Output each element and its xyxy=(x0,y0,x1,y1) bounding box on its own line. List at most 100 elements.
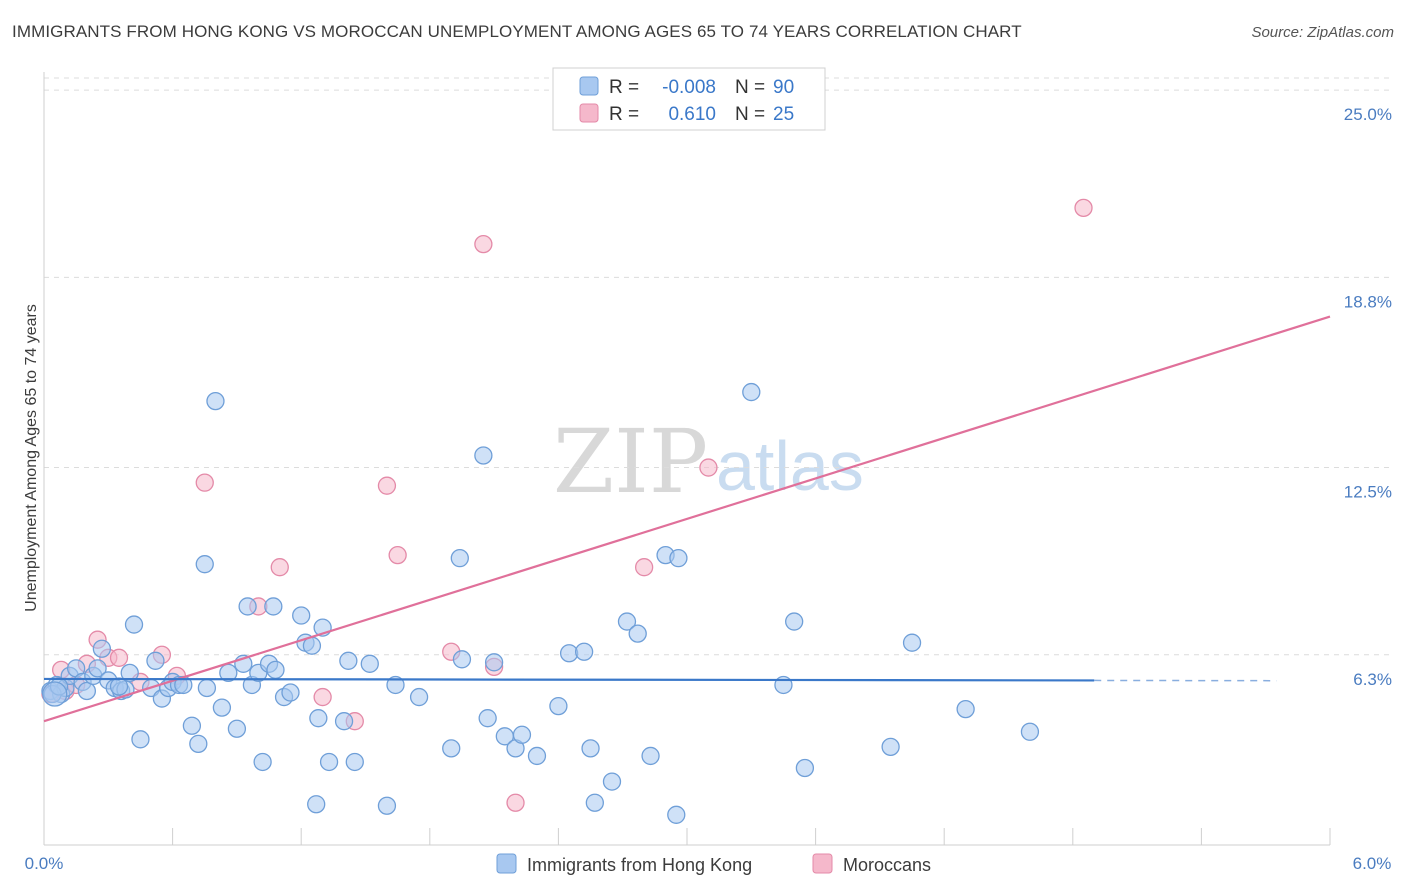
legend-n-label-pink: N = xyxy=(735,104,765,125)
y-tick-label: 18.8% xyxy=(1344,292,1392,311)
hong-kong-point xyxy=(360,654,379,673)
hong-kong-point xyxy=(628,624,647,643)
moroccans-point xyxy=(634,558,654,577)
hong-kong-point xyxy=(474,446,493,465)
moroccans-point xyxy=(388,545,407,565)
hong-kong-point xyxy=(602,772,622,791)
hong-kong-point xyxy=(409,687,429,707)
hong-kong-point xyxy=(319,752,339,772)
hong-kong-point xyxy=(442,739,461,758)
y-tick-label: 6.3% xyxy=(1353,670,1392,689)
hong-kong-point xyxy=(124,615,144,634)
hong-kong-point xyxy=(281,683,300,702)
moroccans-point xyxy=(313,687,332,707)
y-tick-label: 25.0% xyxy=(1344,105,1392,124)
hong-kong-point xyxy=(238,597,257,616)
chart-title: IMMIGRANTS FROM HONG KONG VS MOROCCAN UN… xyxy=(12,22,1022,41)
legend-swatch-pink xyxy=(579,103,599,123)
hong-kong-point xyxy=(617,612,637,631)
moroccans-point xyxy=(699,458,718,477)
grid-lines xyxy=(44,77,1392,656)
hong-kong-point xyxy=(549,696,568,716)
hong-kong-point xyxy=(131,730,150,749)
hong-kong-point xyxy=(182,716,202,735)
legend-swatch-blue xyxy=(579,76,599,96)
hong-kong-point xyxy=(309,709,328,728)
hong-kong-point xyxy=(120,663,139,683)
correlation-legend: R = -0.008 N = 90 R = 0.610 N = 25 xyxy=(552,67,826,131)
hong-kong-point xyxy=(212,698,232,717)
hong-kong-point-cluster xyxy=(42,681,68,707)
bottom-legend-label-pink: Moroccans xyxy=(843,855,931,875)
y-axis-tick-labels: 6.3% 12.5% 18.8% 25.0% xyxy=(1344,105,1392,689)
hong-kong-point xyxy=(795,758,815,778)
hong-kong-point xyxy=(669,548,688,568)
moroccans-point xyxy=(270,558,289,577)
hong-kong-point xyxy=(581,739,600,758)
bottom-legend-label-blue: Immigrants from Hong Kong xyxy=(527,855,752,875)
legend-n-value-blue: 90 xyxy=(773,77,794,98)
hong-kong-point xyxy=(92,639,112,658)
moroccans-point xyxy=(109,648,129,667)
hong-kong-point xyxy=(574,642,594,661)
hong-kong-point xyxy=(334,712,354,731)
hong-kong-point xyxy=(197,678,217,698)
hong-kong-point xyxy=(253,752,272,772)
hong-kong-points xyxy=(41,382,1040,824)
watermark: ZIP atlas xyxy=(553,410,864,513)
hong-kong-point xyxy=(109,677,129,696)
y-axis-label: Unemployment Among Ages 65 to 74 years xyxy=(23,304,40,612)
moroccans-point xyxy=(1074,198,1093,218)
legend-r-value-blue: -0.008 xyxy=(662,77,716,98)
hong-kong-point xyxy=(956,699,975,719)
hong-kong-point xyxy=(742,382,761,402)
hong-kong-point xyxy=(206,391,225,411)
moroccans-trend-line xyxy=(43,315,1331,723)
legend-r-value-pink: 0.610 xyxy=(668,104,716,125)
legend-r-label-pink: R = xyxy=(609,104,639,125)
hong-kong-point xyxy=(88,659,107,678)
bottom-legend-swatch-blue xyxy=(496,853,517,874)
x-tick-label-min: 0.0% xyxy=(25,854,64,873)
hong-kong-point xyxy=(219,663,238,683)
hong-kong-point xyxy=(146,651,165,670)
hong-kong-point xyxy=(452,650,472,669)
hong-kong-point xyxy=(189,734,208,753)
hong-kong-point xyxy=(77,681,97,701)
hong-kong-point xyxy=(195,555,214,574)
hong-kong-point xyxy=(266,660,285,680)
hong-kong-point xyxy=(377,796,397,815)
hong-kong-point xyxy=(527,746,547,766)
hong-kong-point xyxy=(785,612,804,631)
moroccans-point xyxy=(474,234,493,254)
source-credit: Source: ZipAtlas.com xyxy=(1251,24,1394,41)
hong-kong-point xyxy=(585,793,604,812)
hong-kong-point xyxy=(307,795,326,814)
hong-kong-point xyxy=(339,651,358,670)
hong-kong-point xyxy=(292,606,311,625)
hong-kong-point xyxy=(512,725,532,744)
series-legend: Immigrants from Hong Kong Moroccans xyxy=(496,853,931,875)
x-axis-ticks xyxy=(172,828,1331,845)
x-tick-label-max: 6.0% xyxy=(1353,854,1392,873)
hong-kong-point xyxy=(345,752,364,772)
hong-kong-point xyxy=(484,653,504,672)
watermark-atlas: atlas xyxy=(716,427,864,505)
moroccans-point xyxy=(506,793,525,812)
legend-r-label-blue: R = xyxy=(609,77,639,98)
hong-kong-point xyxy=(227,719,247,738)
hong-kong-point xyxy=(667,805,686,824)
y-tick-label: 12.5% xyxy=(1344,483,1392,502)
hong-kong-point xyxy=(264,597,283,616)
hong-kong-point xyxy=(1020,722,1040,741)
hong-kong-point xyxy=(902,633,922,652)
trend-lines xyxy=(43,315,1331,723)
hong-kong-point xyxy=(450,548,469,568)
hong-kong-point xyxy=(386,675,405,695)
bottom-legend-swatch-pink xyxy=(812,853,833,874)
moroccans-point xyxy=(377,476,397,495)
hong-kong-point xyxy=(641,746,660,766)
watermark-zip: ZIP xyxy=(553,410,708,513)
hong-kong-point xyxy=(478,709,497,728)
